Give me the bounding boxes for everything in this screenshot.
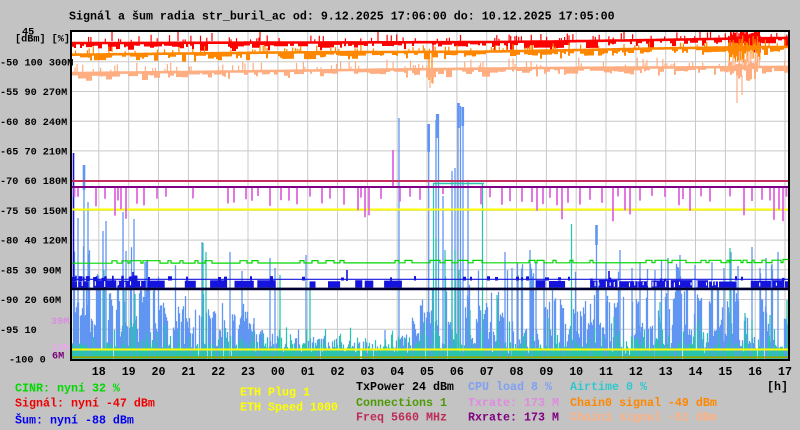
svg-text:-75 50 150M: -75 50 150M [0, 207, 67, 218]
svg-text:Chain0 signal -49 dBm: Chain0 signal -49 dBm [570, 396, 717, 410]
svg-text:16: 16 [748, 365, 762, 379]
svg-text:-50 100 300M: -50 100 300M [0, 58, 73, 69]
svg-text:04: 04 [390, 365, 404, 379]
svg-text:00: 00 [271, 365, 285, 379]
svg-text:08: 08 [510, 365, 524, 379]
svg-text:-60 80 240M: -60 80 240M [0, 118, 67, 129]
svg-text:23: 23 [241, 365, 255, 379]
svg-text:15: 15 [718, 365, 732, 379]
svg-text:05: 05 [420, 365, 434, 379]
svg-text:ETH Plug 1: ETH Plug 1 [240, 386, 310, 400]
svg-text:Chain1 signal -51 dBm: Chain1 signal -51 dBm [570, 411, 717, 425]
svg-text:Connections 1: Connections 1 [356, 396, 447, 410]
svg-text:01: 01 [301, 365, 315, 379]
svg-text:17: 17 [778, 365, 792, 379]
svg-text:Airtime 0 %: Airtime 0 % [570, 380, 647, 394]
svg-text:-65 70 210M: -65 70 210M [0, 148, 67, 159]
svg-text:10: 10 [569, 365, 583, 379]
svg-text:Freq 5660 MHz: Freq 5660 MHz [356, 411, 447, 425]
svg-text:ETH Speed 1000: ETH Speed 1000 [240, 401, 338, 415]
svg-text:Rxrate: 173 M: Rxrate: 173 M [468, 411, 559, 425]
svg-text:14: 14 [689, 365, 703, 379]
svg-text:Txrate: 173 M: Txrate: 173 M [468, 396, 559, 410]
svg-text:19: 19 [122, 365, 136, 379]
svg-text:-55 90 270M: -55 90 270M [0, 88, 67, 99]
svg-text:18: 18 [92, 365, 106, 379]
svg-text:20: 20 [152, 365, 166, 379]
svg-text:03: 03 [360, 365, 374, 379]
svg-text:TxPower 24 dBm: TxPower 24 dBm [356, 380, 454, 394]
svg-text:11: 11 [599, 365, 613, 379]
svg-text:45: 45 [22, 28, 34, 39]
svg-text:13: 13 [659, 365, 673, 379]
svg-text:CPU load 8 %: CPU load 8 % [468, 380, 552, 394]
svg-text:Signál a šum radia str_buril_a: Signál a šum radia str_buril_ac od: 9.12… [69, 10, 615, 24]
svg-text:21: 21 [181, 365, 195, 379]
svg-text:-80 40 120M: -80 40 120M [0, 237, 67, 248]
svg-text:-95 10: -95 10 [0, 326, 37, 337]
svg-text:-90 20 60M: -90 20 60M [0, 296, 61, 307]
svg-text:-100 0: -100 0 [9, 356, 46, 367]
svg-text:6M: 6M [52, 352, 64, 363]
svg-text:[dBm] [%]: [dBm] [%] [15, 34, 70, 46]
svg-text:12: 12 [629, 365, 643, 379]
svg-text:CINR: nyní 32 %: CINR: nyní 32 % [15, 382, 120, 396]
svg-text:22: 22 [211, 365, 225, 379]
svg-text:13M: 13M [51, 344, 69, 355]
svg-text:06: 06 [450, 365, 464, 379]
svg-text:Signál: nyní -47 dBm: Signál: nyní -47 dBm [15, 397, 155, 411]
svg-text:09: 09 [539, 365, 553, 379]
svg-text:-70 60 180M: -70 60 180M [0, 177, 67, 188]
svg-text:02: 02 [331, 365, 345, 379]
svg-text:39M: 39M [51, 317, 69, 328]
svg-text:-85 30 90M: -85 30 90M [0, 266, 61, 277]
svg-text:07: 07 [480, 365, 494, 379]
svg-text:Šum: nyní -88 dBm: Šum: nyní -88 dBm [15, 414, 134, 428]
svg-text:[h]: [h] [767, 380, 788, 394]
